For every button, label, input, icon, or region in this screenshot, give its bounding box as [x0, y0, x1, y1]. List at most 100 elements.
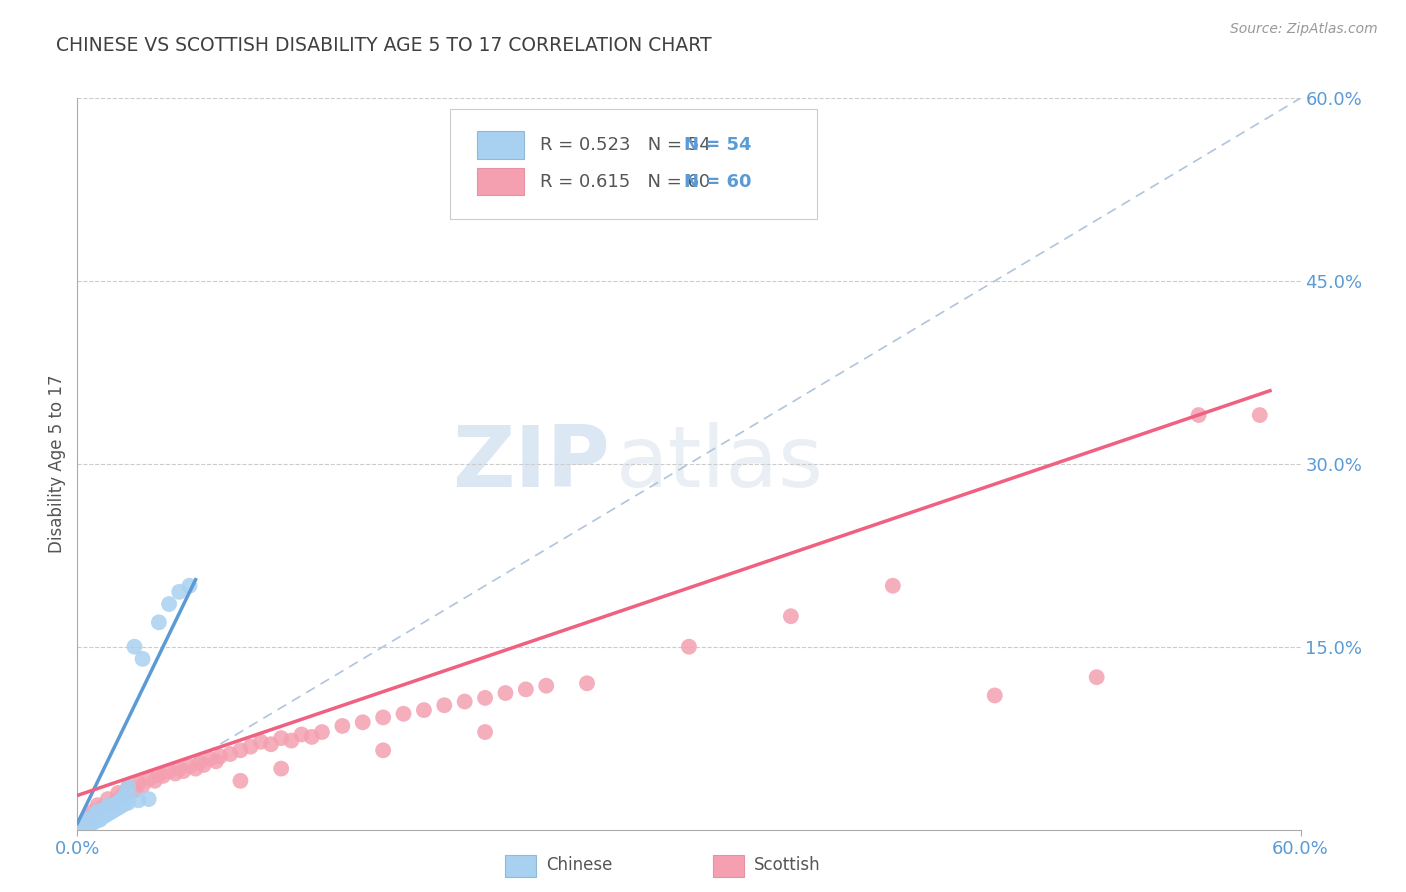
Point [371, 743, 394, 757]
Point [76, 818, 98, 832]
Point [371, 710, 394, 724]
Point [111, 792, 134, 806]
Point [107, 796, 129, 810]
Point [392, 706, 415, 721]
Point [93, 805, 115, 819]
Point [97, 798, 120, 813]
Point [87, 805, 110, 819]
Text: N = 60: N = 60 [685, 172, 752, 191]
Point [124, 640, 146, 654]
Point [76, 813, 98, 827]
Point [84, 814, 107, 828]
Point [79, 815, 101, 830]
Point [107, 786, 129, 800]
Point [84, 808, 107, 822]
Point [87, 798, 110, 813]
Point [108, 795, 131, 809]
Point [280, 733, 302, 747]
Bar [477, 168, 524, 195]
Point [152, 769, 174, 783]
Point [97, 802, 120, 816]
Point [101, 799, 124, 814]
Point [143, 773, 166, 788]
Text: ZIP: ZIP [451, 422, 609, 506]
Point [188, 756, 211, 770]
Point [72, 819, 94, 833]
Point [984, 689, 1007, 703]
Point [678, 640, 700, 654]
Point [80, 816, 103, 830]
Point [474, 690, 496, 705]
Point [239, 739, 262, 754]
Point [157, 764, 180, 778]
Point [169, 585, 191, 599]
Point [89, 813, 111, 827]
Point [97, 806, 120, 821]
Point [105, 802, 128, 816]
Text: CHINESE VS SCOTTISH DISABILITY AGE 5 TO 17 CORRELATION CHART: CHINESE VS SCOTTISH DISABILITY AGE 5 TO … [56, 36, 711, 54]
Point [83, 813, 105, 827]
Point [98, 800, 121, 814]
Point [80, 815, 103, 830]
Point [90, 810, 112, 824]
Point [184, 762, 207, 776]
Point [93, 809, 115, 823]
Point [536, 679, 558, 693]
Point [148, 767, 170, 781]
Point [179, 579, 201, 593]
Point [87, 812, 110, 826]
Point [352, 715, 374, 730]
Point [107, 800, 129, 814]
Point [90, 800, 112, 814]
Point [179, 759, 201, 773]
Y-axis label: Disability Age 5 to 17: Disability Age 5 to 17 [48, 375, 66, 553]
Point [1188, 408, 1211, 422]
Point [270, 731, 292, 746]
Point [117, 780, 139, 794]
Point [169, 762, 191, 776]
Point [413, 703, 436, 717]
Point [97, 792, 120, 806]
Point [131, 779, 153, 793]
Bar [477, 131, 524, 159]
Point [138, 792, 160, 806]
Point [270, 762, 292, 776]
Point [112, 797, 135, 811]
Text: Source: ZipAtlas.com: Source: ZipAtlas.com [1230, 22, 1378, 37]
Point [291, 727, 314, 741]
Point [128, 793, 150, 807]
Point [148, 615, 170, 630]
Point [311, 725, 333, 739]
Point [111, 789, 134, 803]
Point [83, 810, 105, 824]
Point [193, 758, 215, 772]
Point [90, 808, 112, 822]
Point [108, 799, 131, 814]
Point [75, 816, 97, 830]
Point [250, 735, 273, 749]
Point [111, 798, 134, 813]
Point [576, 676, 599, 690]
Point [260, 737, 283, 751]
Point [117, 796, 139, 810]
Point [332, 719, 354, 733]
Point [209, 749, 232, 764]
Point [198, 752, 221, 766]
Bar [506, 855, 536, 877]
Point [882, 579, 904, 593]
Point [117, 780, 139, 794]
Text: N = 54: N = 54 [685, 136, 752, 154]
Point [157, 597, 180, 611]
Text: Scottish: Scottish [754, 855, 820, 873]
Point [515, 682, 537, 697]
FancyBboxPatch shape [450, 109, 817, 219]
Point [219, 747, 242, 761]
Point [79, 814, 101, 828]
Point [780, 609, 803, 624]
Point [1249, 408, 1271, 422]
Point [90, 805, 112, 820]
Point [172, 764, 194, 778]
Point [474, 725, 496, 739]
Point [229, 773, 252, 788]
Point [115, 786, 138, 800]
